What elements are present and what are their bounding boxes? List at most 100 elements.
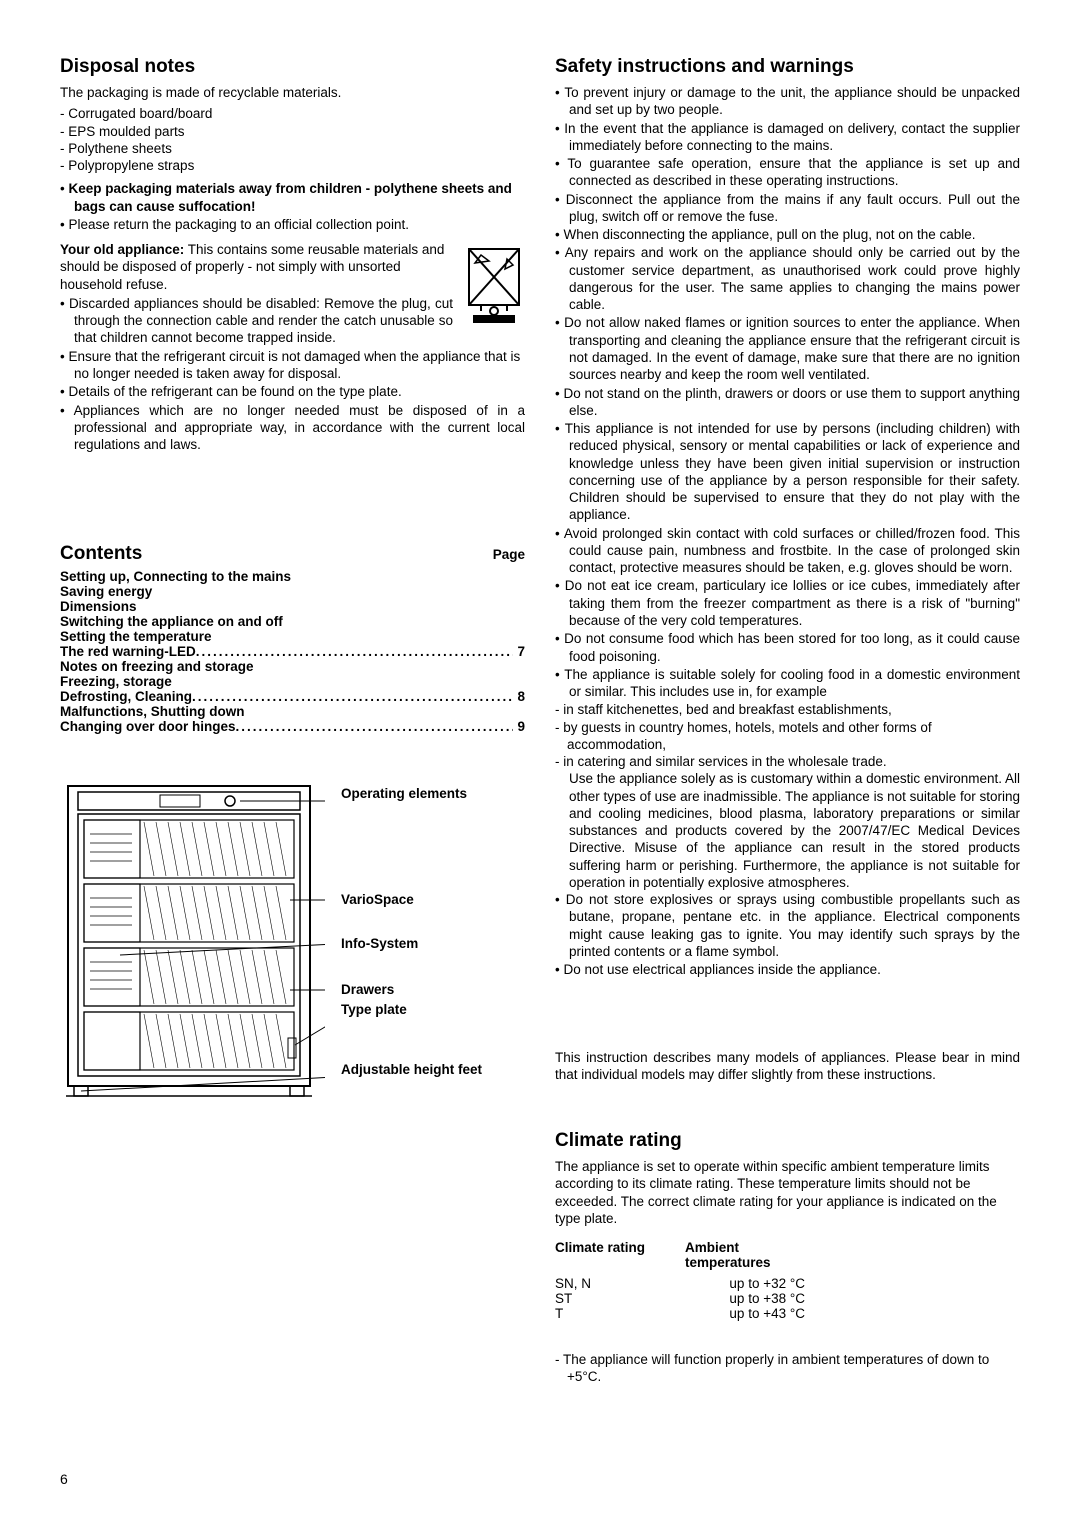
toc-label: Setting up, Connecting to the mains [60,569,291,584]
instruction-note: This instruction describes many models o… [555,1049,1020,1084]
ct-temp: up to +38 °C [685,1291,845,1306]
old-appliance-text: Your old appliance: This contains some r… [60,241,525,293]
toc-dots [192,689,513,704]
toc-label: Defrosting, Cleaning [60,689,192,704]
list-item: Disconnect the appliance from the mains … [555,191,1020,226]
list-item: Any repairs and work on the appliance sh… [555,244,1020,313]
climate-footnote: The appliance will function properly in … [555,1351,1020,1386]
list-item: When disconnecting the appliance, pull o… [555,226,1020,243]
toc-label: The red warning-LED [60,644,196,659]
list-item: Do not eat ice cream, particulary ice lo… [555,577,1020,629]
toc-label: Dimensions [60,599,137,614]
list-item: The appliance is suitable solely for coo… [555,666,1020,701]
toc-row: Saving energy [60,584,525,599]
packaging-warnings: Keep packaging materials away from child… [60,180,525,233]
materials-list: Corrugated board/board EPS moulded parts… [60,105,525,174]
ct-temp: up to +43 °C [685,1306,845,1321]
page-label: Page [493,547,525,562]
list-item: Polythene sheets [60,140,525,157]
climate-title: Climate rating [555,1130,1020,1152]
list-item: This appliance is not intended for use b… [555,420,1020,524]
label-feet: Adjustable height feet [341,1062,482,1078]
contents-section: Contents Page Setting up, Connecting to … [60,543,525,734]
toc-page: 9 [513,719,525,734]
safety-sublist: in staff kitchenettes, bed and breakfast… [555,701,1020,770]
toc-row: Defrosting, Cleaning 8 [60,689,525,704]
ct-header-2: Ambient temperatures [685,1240,845,1270]
label-typeplate: Type plate [341,1002,407,1018]
list-item: EPS moulded parts [60,123,525,140]
old-bullets: Discarded appliances should be disabled:… [60,295,525,453]
safety-list: To prevent injury or damage to the unit,… [555,84,1020,700]
list-item: Details of the refrigerant can be found … [60,383,525,400]
toc-label: Changing over door hinges [60,719,236,734]
toc-row: Notes on freezing and storage [60,659,525,674]
toc-label: Setting the temperature [60,629,212,644]
list-item: Keep packaging materials away from child… [60,180,525,215]
disposal-intro: The packaging is made of recyclable mate… [60,84,525,101]
toc-row: Setting up, Connecting to the mains [60,569,525,584]
label-drawers: Drawers [341,982,394,998]
safety-title: Safety instructions and warnings [555,56,1020,78]
table-row: Tup to +43 °C [555,1306,1020,1321]
toc-row: Changing over door hinges 9 [60,719,525,734]
list-item: Do not use electrical appliances inside … [555,961,1020,978]
toc-row: Freezing, storage [60,674,525,689]
toc-page: 7 [513,644,525,659]
disposal-title: Disposal notes [60,56,525,78]
toc-row: Switching the appliance on and off [60,614,525,629]
label-variospace: VarioSpace [341,892,414,908]
list-item: by guests in country homes, hotels, mote… [555,719,1020,754]
toc-page: 8 [513,689,525,704]
toc-label: Saving energy [60,584,152,599]
toc: Setting up, Connecting to the mainsSavin… [60,569,525,734]
list-item: Discarded appliances should be disabled:… [60,295,525,347]
freezer-svg [60,780,325,1100]
list-item: Do not consume food which has been store… [555,630,1020,665]
ct-rating: SN, N [555,1276,685,1291]
warn-bold: Keep packaging materials away from child… [68,181,511,213]
ct-rating: T [555,1306,685,1321]
list-item: Do not store explosives or sprays using … [555,891,1020,960]
ct-temp: up to +32 °C [685,1276,845,1291]
page-number: 6 [60,1471,68,1487]
toc-dots [196,644,514,659]
list-item: in catering and similar services in the … [555,753,1020,770]
safety-tail-list: Do not store explosives or sprays using … [555,891,1020,978]
climate-section: Climate rating The appliance is set to o… [555,1130,1020,1386]
list-item: Do not allow naked flames or ignition so… [555,314,1020,383]
table-row: SN, Nup to +32 °C [555,1276,1020,1291]
toc-label: Freezing, storage [60,674,172,689]
list-item: Corrugated board/board [60,105,525,122]
list-item: Polypropylene straps [60,157,525,174]
climate-table: Climate rating Ambient temperatures SN, … [555,1240,1020,1321]
list-item: in staff kitchenettes, bed and breakfast… [555,701,1020,718]
ct-header-1: Climate rating [555,1240,685,1270]
list-item: Please return the packaging to an offici… [60,216,525,233]
climate-intro: The appliance is set to operate within s… [555,1158,1020,1228]
list-item: Avoid prolonged skin contact with cold s… [555,525,1020,577]
old-label: Your old appliance: [60,242,184,257]
list-item: To prevent injury or damage to the unit,… [555,84,1020,119]
safety-subtail: Use the appliance solely as is customary… [555,770,1020,891]
diagram-labels: Operating elements VarioSpace Info-Syste… [341,780,525,1100]
toc-row: Dimensions [60,599,525,614]
recycle-bin-icon [463,245,525,323]
list-item: In the event that the appliance is damag… [555,120,1020,155]
toc-dots [236,719,514,734]
list-item: To guarantee safe operation, ensure that… [555,155,1020,190]
contents-title: Contents [60,543,142,565]
toc-label: Switching the appliance on and off [60,614,283,629]
list-item: Appliances which are no longer needed mu… [60,402,525,454]
toc-label: Malfunctions, Shutting down [60,704,244,719]
label-infosystem: Info-System [341,936,418,952]
ct-rating: ST [555,1291,685,1306]
toc-row: Malfunctions, Shutting down [60,704,525,719]
list-item: Do not stand on the plinth, drawers or d… [555,385,1020,420]
table-row: STup to +38 °C [555,1291,1020,1306]
toc-row: The red warning-LED 7 [60,644,525,659]
list-item: Ensure that the refrigerant circuit is n… [60,348,525,383]
appliance-diagram: Operating elements VarioSpace Info-Syste… [60,780,525,1100]
toc-row: Setting the temperature [60,629,525,644]
toc-label: Notes on freezing and storage [60,659,254,674]
